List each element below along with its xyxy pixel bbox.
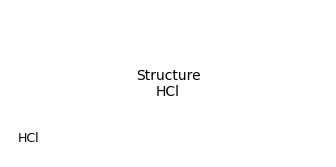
Text: HCl: HCl xyxy=(18,132,40,145)
Text: Structure
HCl: Structure HCl xyxy=(136,69,200,99)
